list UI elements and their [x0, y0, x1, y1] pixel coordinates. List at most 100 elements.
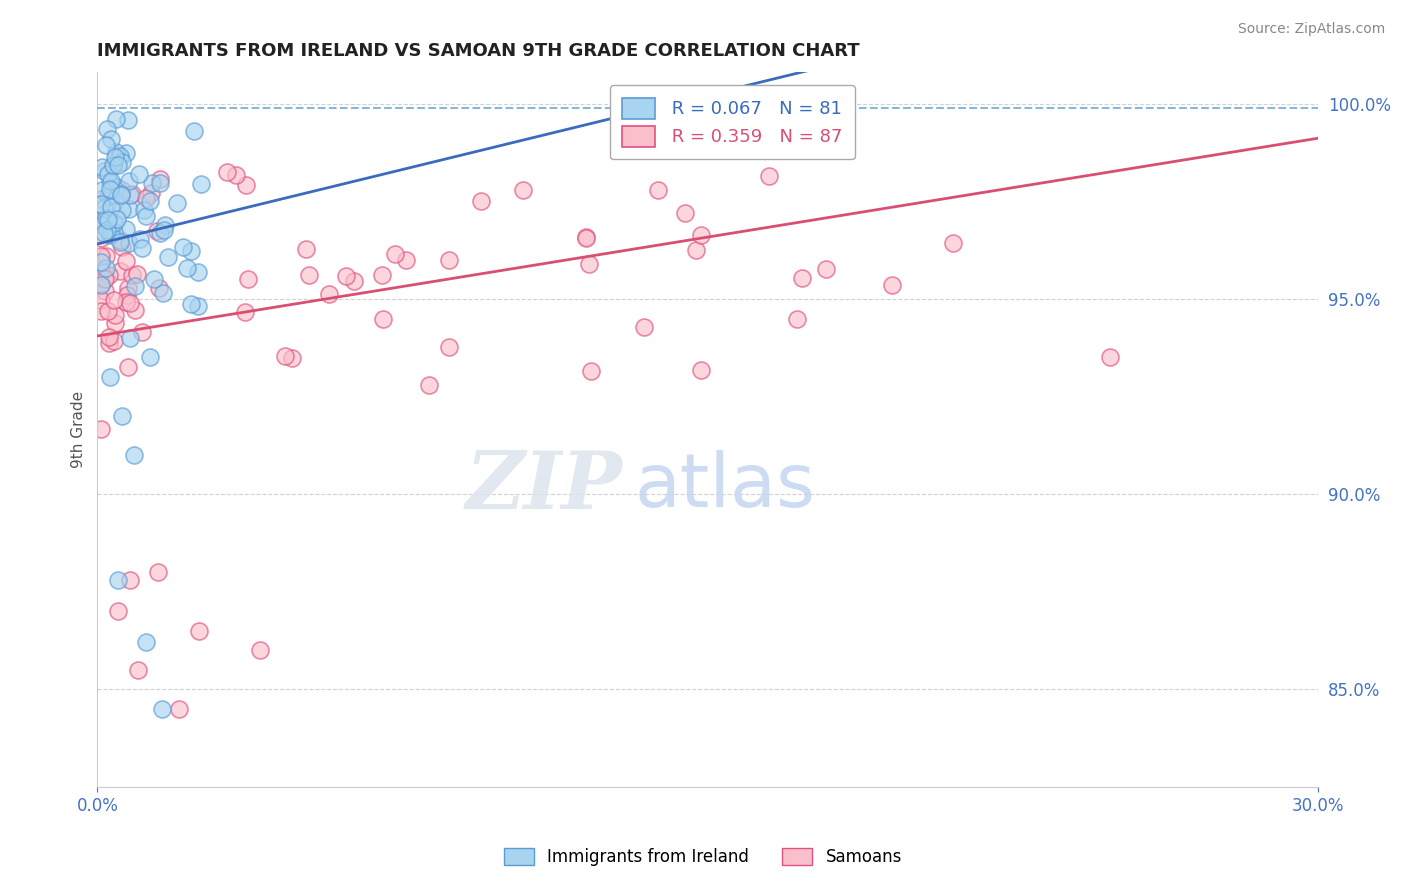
- Point: [94, 249, 117, 263]
- Point: [690, 363, 713, 377]
- Point: [114, 145, 136, 160]
- Point: [108, 233, 131, 247]
- Point: [335, 268, 357, 283]
- Point: [167, 702, 190, 716]
- Point: [104, 308, 127, 322]
- Point: [90, 249, 112, 263]
- Point: [111, 203, 134, 218]
- Point: [149, 172, 172, 186]
- Point: [91, 161, 114, 175]
- Point: [110, 149, 132, 163]
- Point: [103, 159, 125, 173]
- Legend: Immigrants from Ireland, Samoans: Immigrants from Ireland, Samoans: [495, 840, 911, 875]
- Point: [786, 311, 808, 326]
- Point: [187, 299, 209, 313]
- Point: [100, 182, 122, 196]
- Point: [98, 176, 121, 190]
- Point: [131, 325, 153, 339]
- Point: [90, 277, 112, 292]
- Point: [581, 363, 603, 377]
- Point: [143, 272, 166, 286]
- Point: [152, 702, 174, 716]
- Point: [90, 218, 112, 232]
- Point: [633, 320, 655, 334]
- Point: [100, 189, 122, 203]
- Point: [90, 231, 112, 245]
- Point: [118, 236, 141, 251]
- Point: [280, 351, 302, 365]
- Point: [153, 218, 176, 232]
- Point: [758, 169, 780, 184]
- Point: [437, 252, 460, 267]
- Point: [689, 227, 711, 242]
- Point: [96, 122, 118, 136]
- Point: [90, 277, 112, 291]
- Point: [418, 377, 440, 392]
- Point: [100, 200, 122, 214]
- Point: [93, 271, 115, 285]
- Point: [117, 281, 139, 295]
- Point: [110, 187, 132, 202]
- Point: [110, 183, 132, 197]
- Point: [107, 573, 129, 587]
- Point: [91, 183, 114, 197]
- Point: [105, 179, 128, 194]
- Point: [103, 158, 125, 172]
- Point: [98, 336, 121, 351]
- Point: [152, 222, 174, 236]
- Text: ZIP: ZIP: [465, 448, 623, 525]
- Text: IMMIGRANTS FROM IRELAND VS SAMOAN 9TH GRADE CORRELATION CHART: IMMIGRANTS FROM IRELAND VS SAMOAN 9TH GR…: [97, 42, 860, 60]
- Point: [370, 268, 392, 282]
- Point: [90, 422, 112, 436]
- Point: [148, 565, 170, 579]
- Point: [647, 127, 669, 141]
- Point: [90, 264, 112, 278]
- Point: [139, 194, 162, 208]
- Point: [118, 202, 141, 216]
- Point: [371, 312, 394, 326]
- Point: [183, 124, 205, 138]
- Point: [217, 165, 239, 179]
- Point: [135, 210, 157, 224]
- Point: [139, 186, 162, 201]
- Point: [104, 145, 127, 159]
- Point: [94, 211, 117, 225]
- Point: [395, 252, 418, 267]
- Point: [578, 256, 600, 270]
- Point: [117, 113, 139, 128]
- Point: [790, 271, 813, 285]
- Point: [100, 222, 122, 236]
- Point: [166, 195, 188, 210]
- Point: [104, 112, 127, 126]
- Point: [120, 296, 142, 310]
- Point: [128, 167, 150, 181]
- Point: [103, 334, 125, 348]
- Point: [139, 351, 162, 365]
- Point: [233, 305, 256, 319]
- Point: [236, 272, 259, 286]
- Point: [98, 228, 121, 243]
- Point: [156, 250, 179, 264]
- Point: [103, 293, 125, 307]
- Point: [127, 663, 149, 677]
- Point: [187, 265, 209, 279]
- Point: [121, 186, 143, 201]
- Point: [115, 222, 138, 236]
- Point: [111, 409, 134, 423]
- Point: [97, 304, 120, 318]
- Point: [93, 202, 115, 216]
- Point: [98, 370, 121, 384]
- Point: [647, 183, 669, 197]
- Point: [129, 232, 152, 246]
- Point: [90, 293, 112, 308]
- Point: [115, 288, 138, 302]
- Point: [118, 174, 141, 188]
- Point: [437, 340, 460, 354]
- Point: [117, 360, 139, 375]
- Point: [114, 295, 136, 310]
- Point: [93, 226, 115, 240]
- Point: [176, 260, 198, 275]
- Point: [94, 272, 117, 286]
- Point: [575, 231, 598, 245]
- Point: [135, 191, 157, 205]
